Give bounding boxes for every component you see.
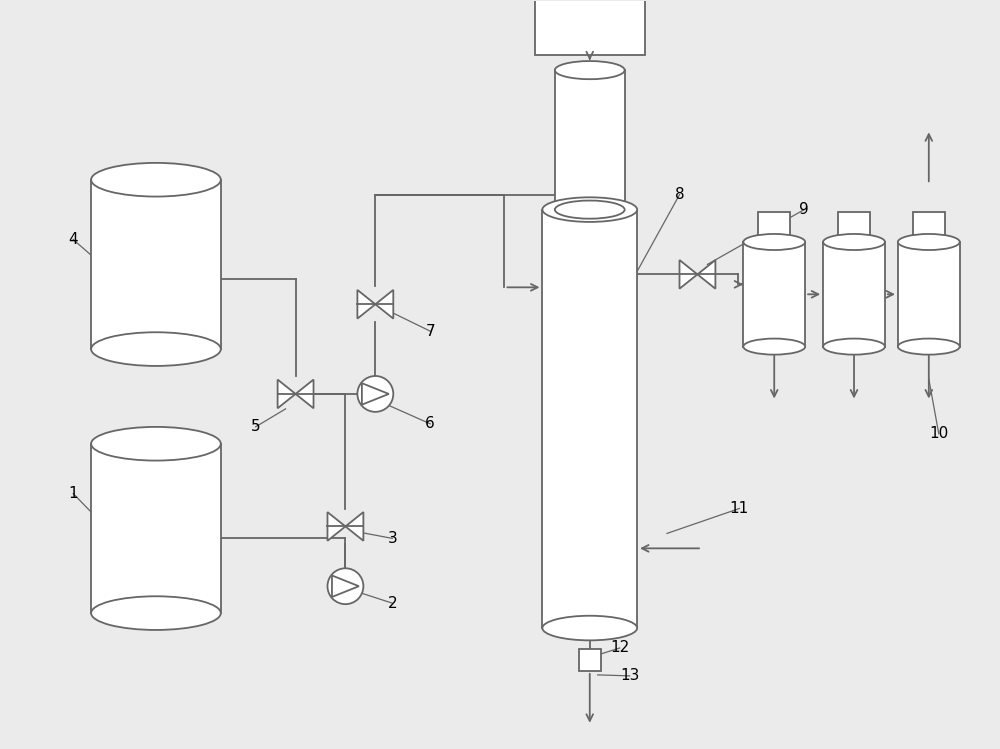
Ellipse shape	[91, 163, 221, 196]
Bar	[91, 443, 221, 613]
Text: 4: 4	[68, 232, 78, 247]
Ellipse shape	[542, 197, 637, 222]
Ellipse shape	[91, 427, 221, 461]
Ellipse shape	[91, 333, 221, 366]
Bar	[535, 0, 645, 55]
Bar	[758, 212, 790, 240]
Text: 8: 8	[675, 187, 684, 202]
Bar	[555, 70, 625, 210]
Polygon shape	[327, 512, 345, 541]
Text: 10: 10	[929, 426, 948, 441]
Bar	[898, 242, 960, 347]
Ellipse shape	[555, 201, 625, 219]
Bar	[542, 210, 637, 628]
Ellipse shape	[91, 596, 221, 630]
Text: 3: 3	[387, 531, 397, 546]
Bar	[743, 242, 805, 347]
Ellipse shape	[542, 616, 637, 640]
Text: 7: 7	[425, 324, 435, 339]
Text: 1: 1	[68, 486, 78, 501]
Bar	[579, 649, 601, 671]
Polygon shape	[697, 260, 715, 288]
Polygon shape	[332, 575, 359, 597]
Bar	[913, 212, 945, 240]
Circle shape	[327, 568, 363, 604]
Bar	[838, 212, 870, 240]
Circle shape	[357, 376, 393, 412]
Text: 6: 6	[425, 416, 435, 431]
Text: 13: 13	[620, 668, 639, 683]
Text: 12: 12	[610, 640, 629, 655]
Ellipse shape	[555, 61, 625, 79]
Polygon shape	[345, 512, 363, 541]
Polygon shape	[296, 380, 314, 408]
Ellipse shape	[743, 234, 805, 250]
Polygon shape	[375, 290, 393, 318]
Ellipse shape	[898, 339, 960, 354]
Polygon shape	[680, 260, 697, 288]
Polygon shape	[357, 290, 375, 318]
Bar	[91, 180, 221, 349]
Ellipse shape	[898, 234, 960, 250]
Text: 2: 2	[387, 595, 397, 610]
Polygon shape	[362, 383, 389, 404]
Ellipse shape	[823, 234, 885, 250]
Ellipse shape	[823, 339, 885, 354]
Bar	[823, 242, 885, 347]
Text: 9: 9	[799, 202, 809, 217]
Text: 5: 5	[251, 419, 260, 434]
Polygon shape	[278, 380, 296, 408]
Text: 11: 11	[730, 501, 749, 516]
Ellipse shape	[743, 339, 805, 354]
